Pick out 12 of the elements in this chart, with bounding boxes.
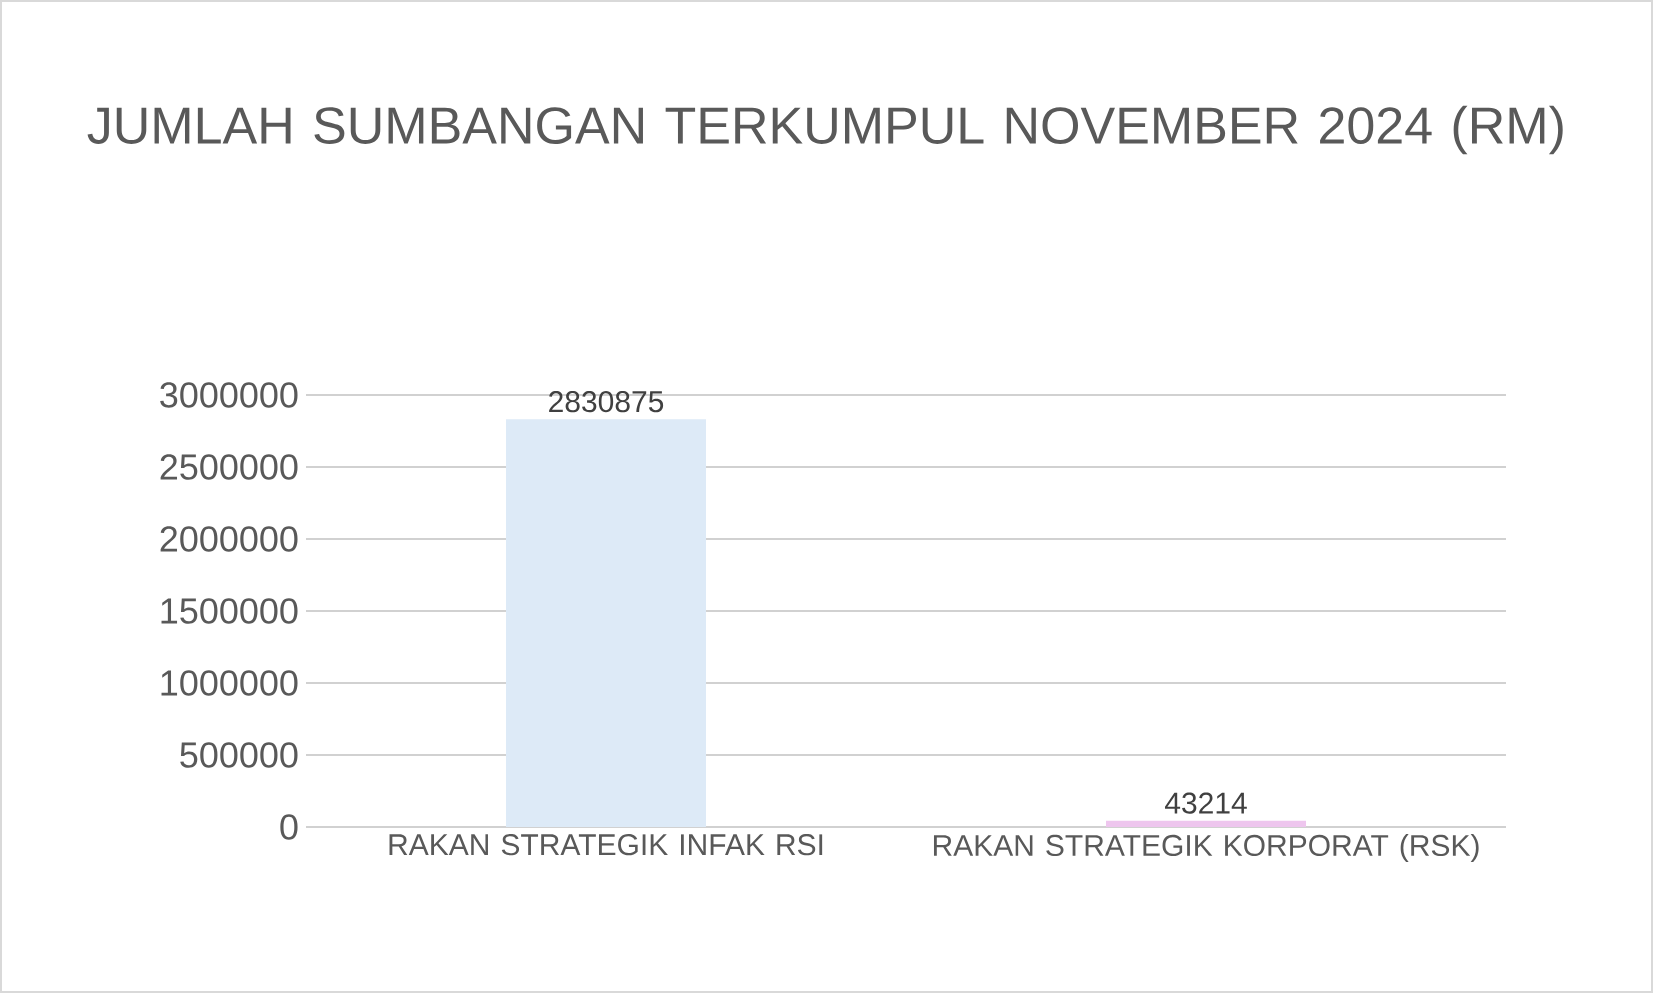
data-label: 43214: [1164, 792, 1247, 814]
y-tick-label: 0: [280, 814, 298, 840]
y-tick-label: 3000000: [160, 382, 298, 408]
y-tick-label: 500000: [180, 742, 298, 768]
y-tick-label: 2500000: [160, 454, 298, 480]
x-tick-label: RAKAN STRATEGIK INFAK RSI: [389, 834, 823, 856]
x-tick-label: RAKAN STRATEGIK KORPORAT (RSK): [933, 834, 1479, 863]
y-tick-label: 1000000: [161, 670, 298, 696]
data-label: 2830875: [549, 391, 664, 413]
y-tick-label: 2000000: [160, 526, 298, 552]
y-tick-label: 1500000: [161, 598, 298, 624]
chart-title: JUMLAH SUMBANGAN TERKUMPUL NOVEMBER 2024 (RM): [87, 105, 1563, 155]
